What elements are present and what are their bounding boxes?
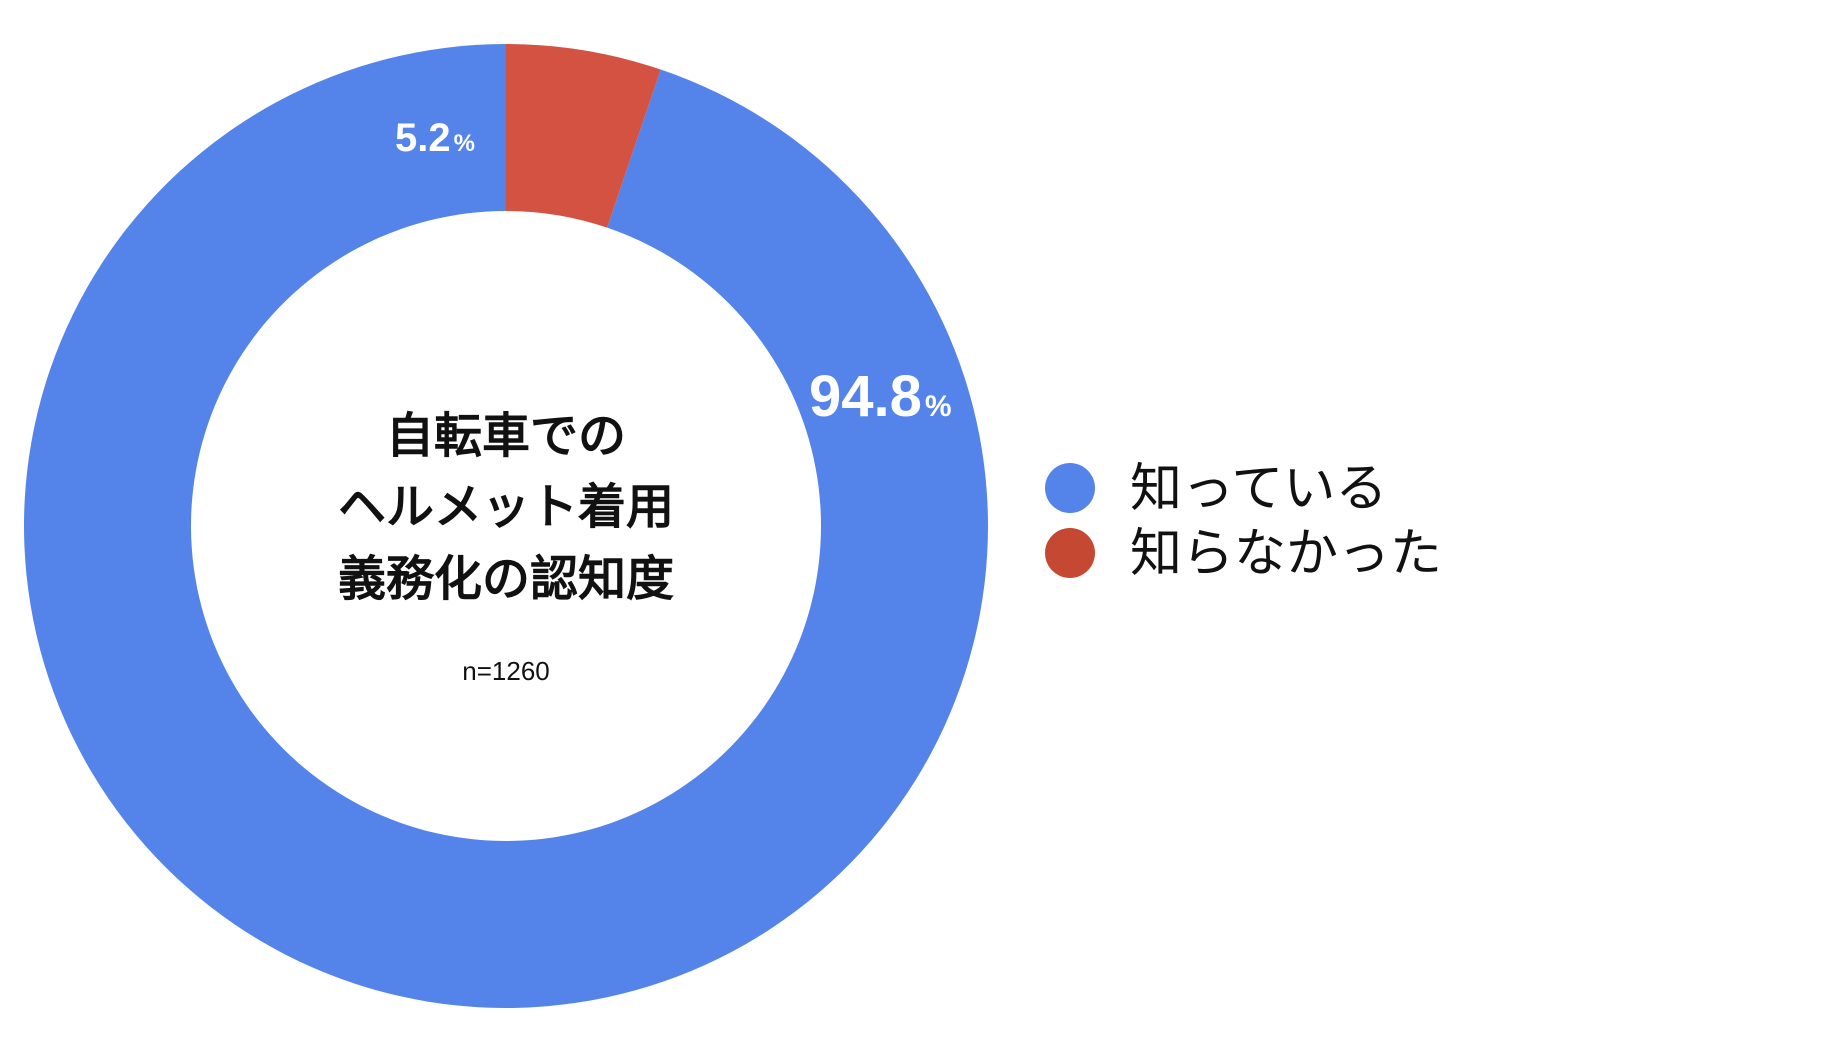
value-label-unknown: 5.2% (395, 116, 475, 160)
sample-size-note: n=1260 (462, 656, 549, 686)
center-title-line-2: ヘルメット着用 (338, 479, 674, 535)
value-unit-known: % (925, 390, 952, 423)
value-number-known: 94.8 (809, 364, 922, 429)
center-title-line-3: 義務化の認知度 (338, 551, 674, 607)
center-title-line-1: 自転車での (386, 408, 626, 464)
legend-item-known: 知っている (1045, 459, 1387, 519)
slice-labels: 94.8 %5.2% (395, 116, 952, 429)
value-number-unknown: 5.2 (395, 116, 451, 160)
value-label-known: 94.8% (809, 364, 952, 429)
legend: 知っている 知らなかった (1045, 459, 1442, 584)
slice-unknown (506, 44, 661, 228)
legend-label-known: 知っている (1130, 459, 1387, 519)
slice-known (24, 44, 989, 1008)
value-unit-unknown: % (454, 130, 475, 157)
legend-label-unknown: 知らなかった (1130, 524, 1442, 584)
legend-marker-known (1045, 463, 1095, 513)
center-title: 自転車での ヘルメット着用 義務化の認知度 (338, 408, 674, 607)
legend-marker-unknown (1045, 528, 1095, 578)
donut-slices (24, 44, 989, 1008)
legend-item-unknown: 知らなかった (1045, 524, 1442, 584)
